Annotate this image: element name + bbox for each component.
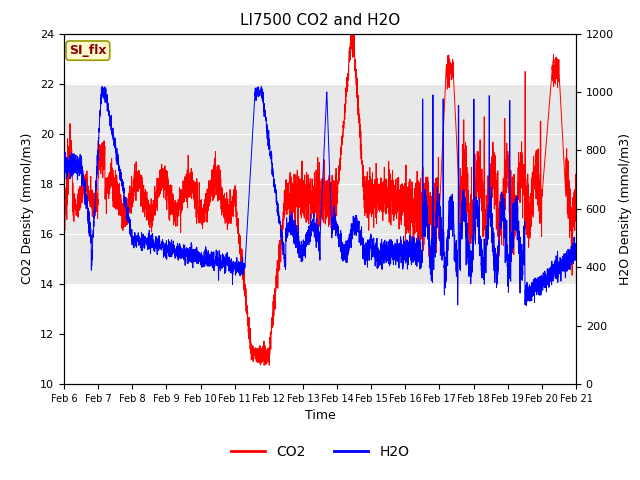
Title: LI7500 CO2 and H2O: LI7500 CO2 and H2O <box>240 13 400 28</box>
Bar <box>64 84 576 184</box>
Y-axis label: CO2 Density (mmol/m3): CO2 Density (mmol/m3) <box>22 133 35 285</box>
Bar <box>64 184 576 284</box>
Y-axis label: H2O Density (mmol/m3): H2O Density (mmol/m3) <box>620 133 632 285</box>
X-axis label: Time: Time <box>305 409 335 422</box>
Text: SI_flx: SI_flx <box>69 44 107 57</box>
Legend: CO2, H2O: CO2, H2O <box>225 440 415 465</box>
